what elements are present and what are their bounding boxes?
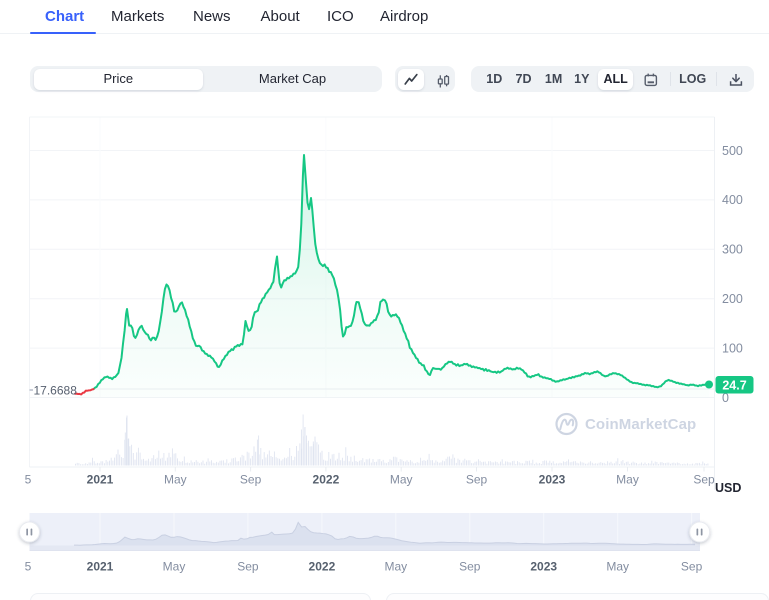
svg-text:Sep: Sep	[237, 560, 259, 574]
svg-text:Sep: Sep	[459, 560, 481, 574]
svg-text:CoinMarketCap: CoinMarketCap	[585, 416, 696, 433]
svg-text:2022: 2022	[309, 560, 336, 574]
svg-text:May: May	[164, 473, 187, 487]
svg-text:May: May	[163, 560, 186, 574]
svg-text:100: 100	[722, 341, 743, 355]
svg-text:500: 500	[722, 144, 743, 158]
svg-text:300: 300	[722, 243, 743, 257]
svg-text:2022: 2022	[313, 473, 340, 487]
svg-text:Sep: Sep	[466, 473, 488, 487]
svg-text:5: 5	[25, 473, 32, 487]
svg-text:400: 400	[722, 193, 743, 207]
svg-text:May: May	[384, 560, 407, 574]
svg-text:17.6688: 17.6688	[34, 383, 78, 397]
svg-text:2021: 2021	[87, 473, 114, 487]
svg-text:May: May	[606, 560, 629, 574]
svg-text:24.7: 24.7	[722, 379, 746, 393]
svg-text:Sep: Sep	[240, 473, 262, 487]
svg-text:Sep: Sep	[681, 560, 703, 574]
svg-text:0: 0	[722, 391, 729, 405]
svg-text:May: May	[390, 473, 413, 487]
svg-text:200: 200	[722, 292, 743, 306]
svg-text:5: 5	[25, 560, 32, 574]
svg-text:USD: USD	[715, 481, 741, 495]
svg-text:2021: 2021	[87, 560, 114, 574]
svg-text:Sep: Sep	[693, 473, 715, 487]
svg-text:2023: 2023	[539, 473, 566, 487]
svg-text:May: May	[616, 473, 639, 487]
svg-text:2023: 2023	[530, 560, 557, 574]
